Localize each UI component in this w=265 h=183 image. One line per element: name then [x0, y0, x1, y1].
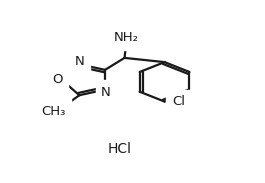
- Text: CH₃: CH₃: [42, 105, 66, 118]
- Text: NH₂: NH₂: [114, 31, 139, 44]
- Text: O: O: [52, 72, 63, 85]
- Text: N: N: [101, 86, 111, 99]
- Text: Cl: Cl: [172, 95, 185, 108]
- Text: N: N: [74, 55, 84, 68]
- Text: HCl: HCl: [107, 143, 131, 156]
